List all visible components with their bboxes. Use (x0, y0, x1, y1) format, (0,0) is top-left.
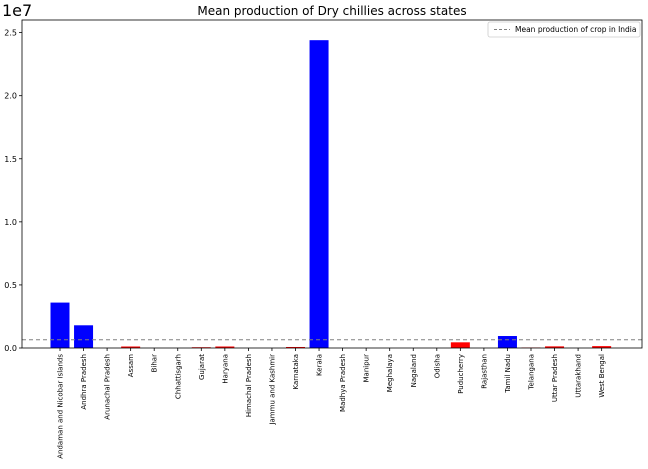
x-tick-label: Madhya Pradesh (339, 354, 347, 412)
x-tick-label: Assam (127, 354, 135, 377)
x-tick-label: Tamil Nadu (504, 354, 512, 394)
x-tick-label: Odisha (433, 354, 441, 378)
y-tick-label: 1.5 (4, 155, 17, 164)
x-tick-label: Haryana (221, 354, 229, 384)
x-tick-label: Uttar Pradesh (551, 354, 559, 402)
x-tick-label: Bihar (151, 354, 159, 372)
x-tick-label: Uttarakhand (575, 354, 583, 398)
x-tick-label: Rajasthan (480, 354, 488, 389)
y-axis-scale-label: 1e7 (2, 1, 32, 20)
plot-area: 0.0 0.5 1.0 1.5 2.0 2.5 Andaman and Nicobar Is… (4, 19, 643, 459)
y-tick-label: 0.0 (4, 344, 17, 353)
bar-haryana (215, 346, 235, 348)
bar-andaman-and-nicobar-islands (50, 302, 70, 348)
y-tick-label: 2.5 (4, 29, 17, 38)
x-tick-label: Telangana (528, 354, 536, 391)
legend: Mean production of crop in India (487, 21, 641, 38)
plot-frame (21, 19, 643, 349)
x-tick-label: Kerala (316, 354, 324, 376)
bar-karnataka (286, 346, 305, 348)
x-tick-label: Manipur (363, 354, 371, 383)
x-tick-label: Andaman and Nicobar Islands (57, 354, 65, 459)
x-tick-label: Karnataka (292, 354, 300, 390)
bar-west-bengal (592, 346, 612, 348)
chart-title: Mean production of Dry chillies across s… (197, 4, 466, 18)
x-tick-label: West Bengal (598, 354, 606, 398)
x-tick-label: Chhattisgarh (174, 354, 182, 399)
bar-puducherry (450, 342, 470, 348)
bar-kerala (309, 40, 329, 349)
x-tick-label: Arunachal Pradesh (104, 354, 112, 420)
x-tick-label: Andhra Pradesh (80, 354, 88, 410)
y-tick-label: 2.0 (4, 92, 17, 101)
y-tick-label: 0.5 (4, 281, 17, 290)
bar-tamil-nadu (497, 336, 517, 348)
x-tick-label: Gujarat (198, 354, 206, 380)
y-tick-label: 1.0 (4, 218, 17, 227)
x-tick-label: Jammu and Kashmir (268, 354, 276, 426)
x-tick-label: Puducherry (457, 354, 465, 394)
legend-box (487, 21, 641, 38)
x-tick-label: Nagaland (410, 354, 418, 387)
bar-uttar-pradesh (545, 346, 565, 348)
x-tick-label: Meghalaya (386, 354, 394, 392)
legend-reference-line-label: Mean production of crop in India (515, 25, 637, 34)
bar-andhra-pradesh (74, 325, 94, 348)
bar-assam (121, 346, 141, 348)
x-tick-label: Himachal Pradesh (245, 354, 253, 417)
